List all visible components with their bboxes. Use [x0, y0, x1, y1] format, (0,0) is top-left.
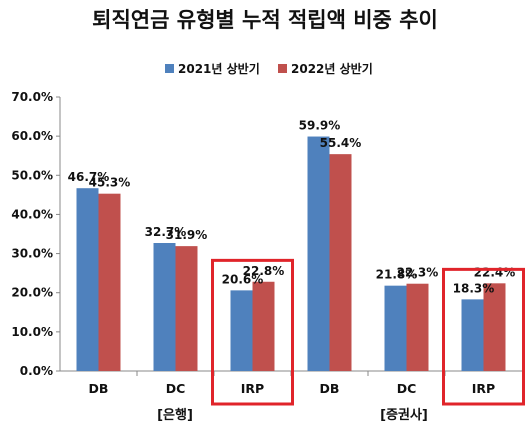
y-tick-label: 60.0%	[11, 129, 53, 143]
data-label: 32.7%	[145, 225, 187, 239]
data-labels: 46.7% 32.7% 20.6% 59.9% 21.8% 18.3% 45.3% 31.9%…	[68, 119, 516, 296]
bar	[406, 283, 429, 371]
bar	[153, 243, 176, 371]
chart-title: 퇴직연금 유형별 누적 적립액 비중 추이	[92, 8, 438, 32]
data-label: 22.3%	[397, 266, 439, 280]
y-tick-label: 30.0%	[11, 247, 53, 261]
legend-label-2022: 2022년 상반기	[291, 61, 373, 76]
y-tick-label: 50.0%	[11, 168, 53, 182]
legend: 2021년 상반기 2022년 상반기	[165, 61, 373, 76]
bar	[252, 281, 275, 371]
data-label: 22.4%	[474, 265, 516, 279]
axes: 0.0% 10.0% 20.0% 30.0% 40.0% 50.0% 60.0% 70.0% D…	[11, 90, 522, 396]
data-label: 59.9%	[299, 119, 341, 133]
y-tick-label: 0.0%	[20, 364, 53, 378]
highlight-box	[442, 267, 525, 406]
y-tick-label: 10.0%	[11, 325, 53, 339]
bar	[230, 290, 253, 371]
data-label: 46.7%	[68, 170, 110, 184]
highlight-boxes	[211, 258, 525, 406]
data-label: 45.3%	[89, 176, 131, 190]
bar	[307, 136, 330, 371]
bar	[384, 285, 407, 371]
legend-swatch-2021	[165, 64, 174, 73]
y-tick-label: 20.0%	[11, 286, 53, 300]
data-label: 18.3%	[453, 281, 495, 295]
data-label: 22.8%	[243, 264, 285, 278]
data-label: 21.8%	[376, 268, 418, 282]
data-label: 31.9%	[166, 228, 208, 242]
highlight-box	[211, 258, 294, 406]
bars	[76, 136, 506, 371]
bar	[461, 299, 484, 371]
bar	[76, 188, 99, 371]
data-label: 20.6%	[222, 272, 264, 286]
y-tick-label: 40.0%	[11, 207, 53, 221]
x-category-label: DB	[320, 381, 340, 396]
x-category-label: DC	[166, 381, 186, 396]
bar	[175, 246, 198, 371]
group-label-securities: [증권사]	[380, 407, 428, 423]
x-category-label: IRP	[472, 381, 495, 396]
group-label-bank: [은행]	[157, 407, 193, 423]
x-category-label: DB	[89, 381, 109, 396]
data-label: 55.4%	[320, 136, 362, 150]
legend-label-2021: 2021년 상반기	[178, 61, 260, 76]
legend-swatch-2022	[278, 64, 287, 73]
bar	[98, 193, 121, 371]
bar	[483, 283, 506, 371]
y-tick-label: 70.0%	[11, 90, 53, 104]
x-category-label: IRP	[241, 381, 264, 396]
bar	[329, 154, 352, 371]
x-category-label: DC	[397, 381, 417, 396]
